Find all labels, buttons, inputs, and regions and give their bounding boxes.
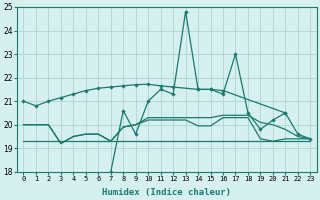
X-axis label: Humidex (Indice chaleur): Humidex (Indice chaleur) bbox=[102, 188, 231, 197]
